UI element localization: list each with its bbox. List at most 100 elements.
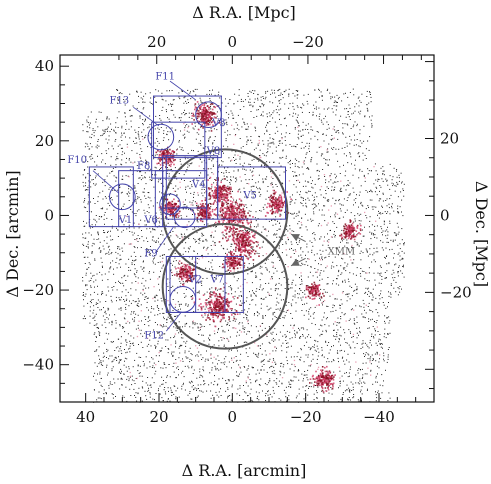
galaxy-point [171,391,173,393]
galaxy-point [150,311,152,313]
galaxy-point [296,331,298,333]
galaxy-point [169,376,171,378]
galaxy-point [359,113,361,115]
galaxy-point [327,358,329,360]
galaxy-point [120,307,122,309]
galaxy-point [159,313,161,315]
galaxy-point [384,333,386,335]
galaxy-point [338,361,339,363]
galaxy-point [225,270,227,272]
galaxy-point [177,301,179,303]
galaxy-point [248,139,249,141]
galaxy-point [244,174,246,175]
galaxy-point [299,227,301,229]
galaxy-point [164,333,166,335]
galaxy-point [169,169,171,171]
galaxy-point [317,341,319,343]
galaxy-point [361,240,362,242]
galaxy-point [138,209,140,211]
galaxy-point [262,140,264,142]
galaxy-point [378,315,380,317]
galaxy-point [194,324,196,326]
overdensity-point [237,214,240,216]
galaxy-point [369,357,371,359]
galaxy-point [254,353,256,355]
galaxy-point [128,378,130,380]
galaxy-point [137,314,139,316]
galaxy-point [297,114,299,116]
galaxy-point [97,299,99,301]
galaxy-point [97,285,98,287]
galaxy-point [192,275,194,276]
galaxy-point [121,154,123,156]
galaxy-point [353,259,355,261]
galaxy-point [275,382,277,384]
galaxy-point [106,351,108,353]
galaxy-point [371,123,373,125]
galaxy-point [310,129,312,131]
galaxy-point [321,349,323,351]
galaxy-point [130,120,132,122]
galaxy-point [346,293,348,295]
galaxy-point [388,203,390,205]
galaxy-point [247,311,248,313]
galaxy-point [227,397,228,399]
galaxy-point [221,164,223,166]
galaxy-point [379,334,381,335]
galaxy-point [369,136,371,138]
galaxy-point [210,245,212,246]
galaxy-point [91,146,93,148]
overdensity-point [243,210,246,212]
galaxy-point [338,199,340,200]
galaxy-point [335,114,337,116]
galaxy-point [322,301,324,303]
galaxy-point [140,357,142,358]
galaxy-point [149,384,151,386]
galaxy-point [157,158,159,160]
galaxy-point [194,387,196,389]
galaxy-point [397,253,399,255]
galaxy-point [212,362,214,364]
galaxy-point [181,385,183,387]
galaxy-point [115,296,117,298]
galaxy-point [256,252,258,254]
galaxy-point [388,392,390,394]
galaxy-point [223,175,225,177]
galaxy-point [186,102,188,104]
galaxy-point [98,346,100,348]
galaxy-point [146,224,147,226]
galaxy-point [378,210,379,212]
galaxy-point [346,342,348,344]
galaxy-point [312,129,314,131]
galaxy-point [136,271,138,273]
galaxy-point [342,123,344,125]
galaxy-point [123,396,125,398]
galaxy-point [395,234,397,236]
galaxy-point [334,173,336,175]
galaxy-point [365,158,367,159]
galaxy-point [218,153,220,155]
galaxy-point [134,187,136,189]
galaxy-point [355,202,356,204]
galaxy-point [93,274,95,276]
galaxy-point [113,359,115,361]
galaxy-point [125,366,127,368]
galaxy-point [216,368,218,370]
galaxy-point [220,368,222,370]
galaxy-point [181,236,183,238]
galaxy-point [94,203,96,204]
galaxy-point [159,209,161,211]
galaxy-point [173,393,175,395]
galaxy-point [375,170,377,172]
galaxy-point [307,251,309,253]
galaxy-point [381,247,383,249]
galaxy-point [206,390,208,392]
galaxy-point [228,350,230,352]
galaxy-point [92,157,94,159]
galaxy-point [379,265,381,267]
galaxy-point [87,161,89,163]
galaxy-point [108,135,110,137]
galaxy-point [130,161,132,163]
galaxy-point [106,175,108,177]
galaxy-point [249,291,250,293]
